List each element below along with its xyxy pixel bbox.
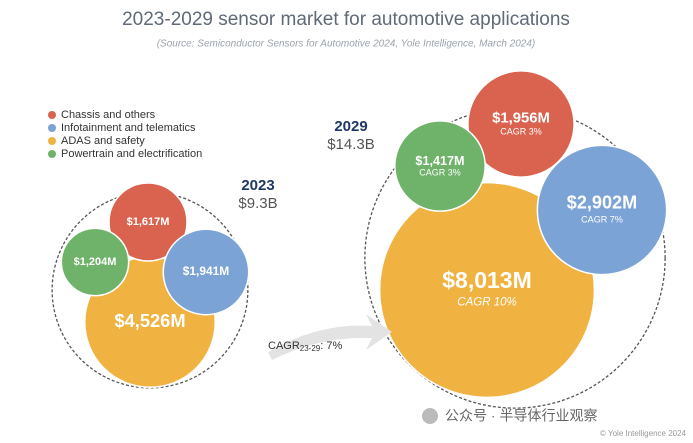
bubble [467, 70, 575, 178]
cagr-value: : 7% [320, 340, 342, 352]
bubble-label: $2,902M [567, 192, 637, 212]
bubble-label: $1,941M [183, 264, 230, 278]
bubble [60, 227, 130, 297]
bubble-label: $1,617M [127, 216, 170, 228]
cagr-period: 23-29 [300, 344, 321, 353]
watermark: 公众号 · 半导体行业观察 [422, 408, 597, 424]
bubble-label: $4,526M [114, 310, 185, 331]
legend-swatch [48, 150, 56, 158]
bubble [536, 144, 668, 276]
bubble [108, 182, 188, 262]
bubble [394, 120, 486, 212]
bubble-cagr: CAGR 10% [457, 297, 516, 309]
group-year: 2029 [334, 118, 367, 135]
bubble-cagr: CAGR 3% [500, 127, 542, 137]
legend-swatch [48, 137, 56, 145]
watermark-icon [422, 408, 438, 424]
cagr-text: CAGR23-29: 7% [268, 340, 342, 353]
group-year: 2023 [241, 177, 274, 194]
legend-label: Infotainment and telematics [61, 122, 196, 134]
growth-arrow [268, 314, 392, 360]
chart-title: 2023-2029 sensor market for automotive a… [122, 9, 570, 30]
legend-label: ADAS and safety [61, 135, 145, 147]
copyright: © Yole Intelligence 2024 [600, 429, 687, 438]
chart-subtitle: (Source: Semiconductor Sensors for Autom… [157, 39, 536, 50]
cagr-label: CAGR [268, 340, 300, 352]
group-total: $9.3B [238, 195, 277, 212]
legend-swatch [48, 124, 56, 132]
bubble-label: $8,013M [442, 267, 532, 293]
bubble [162, 228, 250, 316]
legend-swatch [48, 111, 56, 119]
bubble-label: $1,204M [74, 256, 117, 268]
group-total: $14.3B [327, 136, 375, 153]
legend-label: Powertrain and electrification [61, 148, 202, 160]
bubble-label: $1,417M [415, 154, 464, 168]
legend-label: Chassis and others [61, 109, 156, 121]
bubble-cagr: CAGR 3% [419, 167, 461, 177]
bubble [378, 181, 596, 399]
bubble-label: $1,956M [492, 111, 550, 127]
watermark-text: 公众号 · 半导体行业观察 [445, 408, 597, 424]
bubble-cagr: CAGR 7% [581, 214, 623, 224]
